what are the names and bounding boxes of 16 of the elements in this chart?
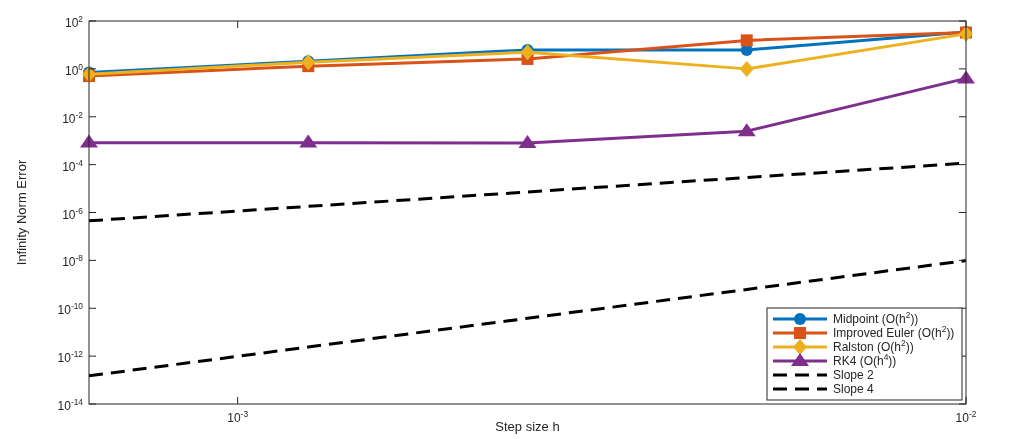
legend-label: Slope 4 — [833, 382, 875, 396]
y-tick-label: 10$^{-10}$ — [57, 301, 84, 318]
y-tick-label: 10$^{-4}$ — [62, 157, 84, 174]
x-tick-label: 10$^{-3}$ — [227, 409, 249, 425]
y-tick-label: 10$^{-14}$ — [57, 397, 84, 413]
y-tick-label: 10$^{-8}$ — [62, 253, 84, 270]
y-tick-label: 10$^{-6}$ — [62, 205, 84, 222]
x-axis-title: Step size h — [495, 419, 560, 434]
legend-label: Midpoint (O(h$^{2}$)) — [833, 310, 919, 326]
legend-label: Slope 2 — [833, 368, 875, 382]
y-tick-label: 10$^{-2}$ — [62, 109, 84, 126]
y-tick-label: 10$^{-12}$ — [57, 349, 84, 366]
legend-label: Ralston (O(h$^{2}$)) — [833, 338, 914, 354]
y-tick-label: 10$^{2}$ — [64, 14, 84, 30]
y-tick-label: 10$^{0}$ — [64, 61, 84, 78]
y-axis-title: Infinity Norm Error — [14, 159, 29, 266]
